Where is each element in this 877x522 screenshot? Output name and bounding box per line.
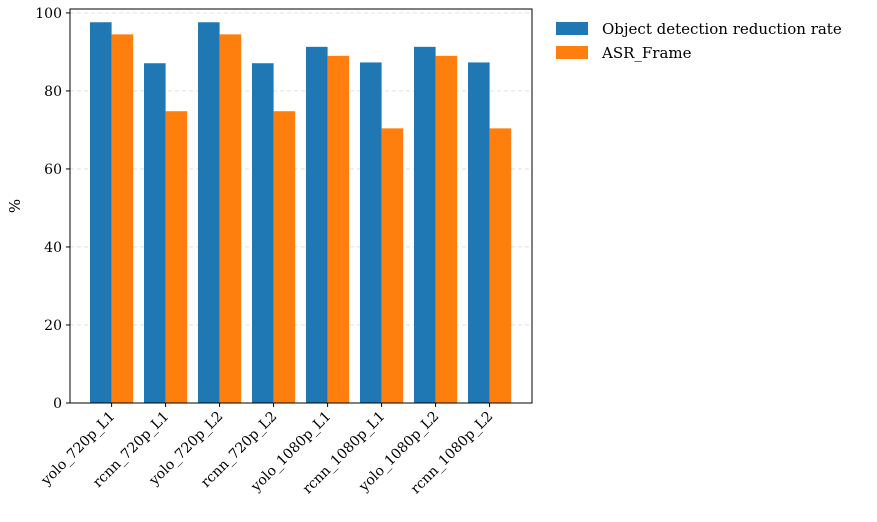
legend-swatch — [556, 22, 588, 35]
y-tick-label: 40 — [44, 240, 62, 256]
bar-asr-frame-rcnn_1080p_L1 — [381, 128, 404, 403]
bar-detection-reduction-yolo_720p_L2 — [198, 22, 220, 403]
bar-detection-reduction-rcnn_720p_L1 — [144, 63, 166, 404]
bar-detection-reduction-rcnn_1080p_L2 — [468, 62, 490, 403]
y-axis-label: % — [6, 199, 24, 213]
y-tick-label: 0 — [53, 396, 62, 412]
bar-asr-frame-yolo_1080p_L1 — [327, 55, 350, 403]
bars — [90, 22, 512, 404]
bar-asr-frame-yolo_720p_L1 — [111, 34, 134, 403]
y-tick-label: 80 — [44, 84, 62, 100]
bar-detection-reduction-yolo_1080p_L2 — [414, 46, 436, 404]
bar-asr-frame-rcnn_720p_L2 — [273, 111, 296, 404]
bar-detection-reduction-rcnn_720p_L2 — [252, 63, 274, 404]
y-tick-label: 20 — [44, 318, 62, 334]
bar-asr-frame-yolo_720p_L2 — [219, 34, 242, 403]
bar-asr-frame-rcnn_1080p_L2 — [489, 128, 512, 403]
x-axis: yolo_720p_L1rcnn_720p_L1yolo_720p_L2rcnn… — [38, 403, 496, 497]
legend-label: ASR_Frame — [601, 44, 692, 62]
grid-lines — [70, 12, 532, 326]
y-tick-label: 100 — [35, 6, 62, 22]
legend-swatch — [556, 46, 588, 59]
bar-detection-reduction-rcnn_1080p_L1 — [360, 62, 382, 403]
y-axis: 0 20 40 60 80 100 — [35, 6, 70, 412]
legend: Object detection reduction rate ASR_Frame — [556, 20, 842, 62]
bar-asr-frame-yolo_1080p_L2 — [435, 55, 458, 403]
y-tick-label: 60 — [44, 162, 62, 178]
bar-asr-frame-rcnn_720p_L1 — [165, 111, 188, 404]
bar-detection-reduction-yolo_1080p_L1 — [306, 46, 328, 404]
plot-frame — [69, 8, 533, 404]
legend-label: Object detection reduction rate — [602, 20, 842, 38]
bar-detection-reduction-yolo_720p_L1 — [90, 22, 112, 403]
